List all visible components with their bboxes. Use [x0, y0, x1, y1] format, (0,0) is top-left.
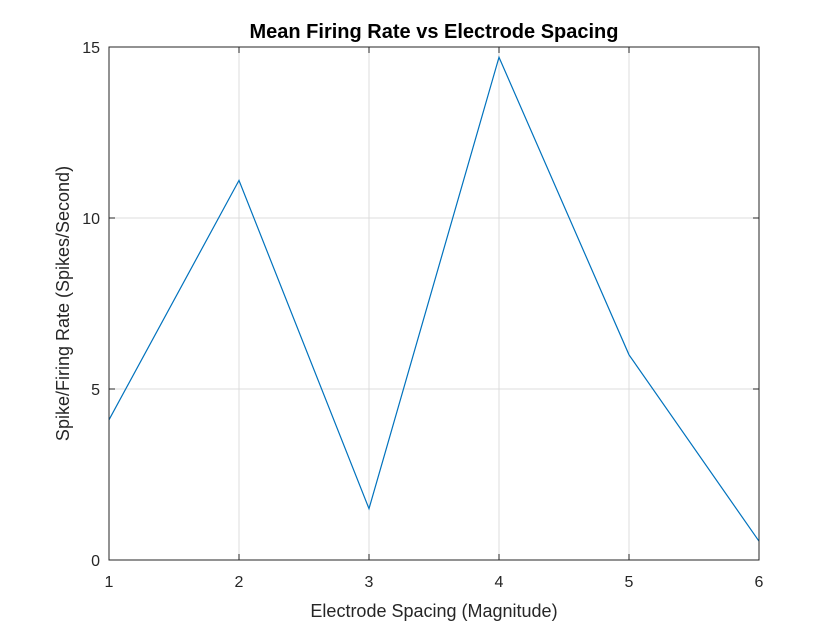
y-tick-label: 5 [91, 382, 100, 399]
y-tick-label: 10 [82, 211, 100, 228]
chart-title: Mean Firing Rate vs Electrode Spacing [250, 21, 619, 43]
x-tick-label: 2 [235, 574, 244, 591]
y-tick-label: 0 [91, 553, 100, 570]
grid-lines [108, 46, 760, 561]
x-tick-label: 5 [625, 574, 634, 591]
series-line [108, 55, 760, 542]
plot-area-frame [108, 46, 760, 561]
x-tick-label: 3 [365, 574, 374, 591]
x-axis-label: Electrode Spacing (Magnitude) [310, 601, 557, 621]
y-tick-label: 15 [82, 40, 100, 57]
x-tick-label: 4 [495, 574, 504, 591]
x-tick-label: 1 [105, 574, 114, 591]
y-axis-label: Spike/Firing Rate (Spikes/Second) [53, 166, 73, 441]
axis-ticks: 1 2 3 4 5 6 0 5 10 15 [82, 40, 763, 591]
x-tick-label: 6 [755, 574, 764, 591]
series-layer [108, 55, 760, 542]
